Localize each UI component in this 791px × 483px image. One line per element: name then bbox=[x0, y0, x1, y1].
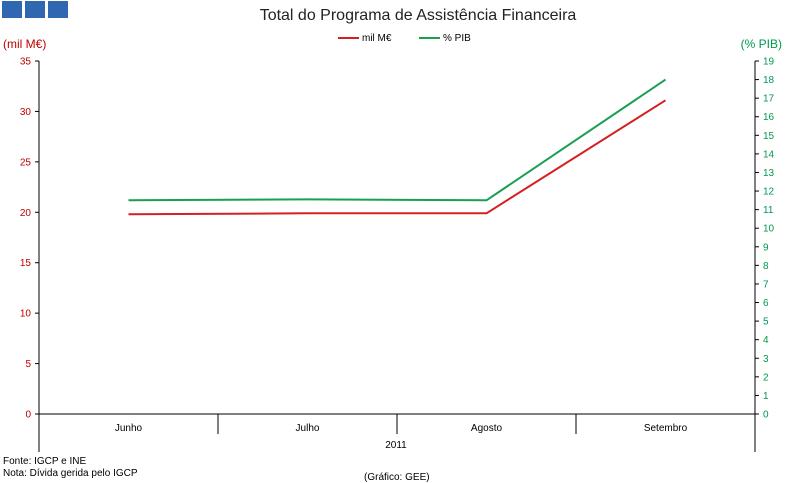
right-tick-label: 5 bbox=[763, 317, 769, 328]
left-axis-label: (mil M€) bbox=[3, 37, 46, 51]
x-tick-label: Agosto bbox=[471, 423, 503, 434]
right-tick-label: 12 bbox=[763, 187, 775, 198]
logo-block bbox=[25, 1, 45, 18]
x-tick-label: Julho bbox=[296, 423, 320, 434]
chart-title: Total do Programa de Assistência Finance… bbox=[260, 7, 577, 24]
legend-label: mil M€ bbox=[362, 33, 392, 44]
left-tick-label: 35 bbox=[20, 57, 32, 68]
right-tick-label: 10 bbox=[763, 224, 775, 235]
right-tick-label: 17 bbox=[763, 94, 775, 105]
logo-block bbox=[48, 1, 68, 18]
chart-credit: (Gráfico: GEE) bbox=[364, 472, 430, 483]
left-tick-label: 15 bbox=[20, 258, 32, 269]
left-tick-label: 10 bbox=[20, 309, 32, 320]
footnote: Nota: Dívida gerida pelo IGCP bbox=[3, 468, 138, 479]
logo-block bbox=[2, 1, 22, 18]
series-line bbox=[128, 78, 667, 202]
left-tick-label: 20 bbox=[20, 208, 32, 219]
right-tick-label: 16 bbox=[763, 112, 775, 123]
right-tick-label: 15 bbox=[763, 131, 775, 142]
x-tick-label: Junho bbox=[115, 423, 143, 434]
series-lines bbox=[128, 78, 667, 216]
left-tick-label: 0 bbox=[25, 410, 31, 421]
right-tick-label: 14 bbox=[763, 149, 775, 160]
right-tick-label: 4 bbox=[763, 335, 769, 346]
right-tick-label: 0 bbox=[763, 410, 769, 421]
right-tick-label: 1 bbox=[763, 391, 769, 402]
x-tick-label: Setembro bbox=[644, 423, 688, 434]
series-line bbox=[128, 99, 667, 216]
right-axis-label: (% PIB) bbox=[741, 37, 782, 51]
right-tick-label: 7 bbox=[763, 279, 769, 290]
right-tick-label: 3 bbox=[763, 354, 769, 365]
right-tick-label: 2 bbox=[763, 372, 769, 383]
legend: mil M€ % PIB bbox=[338, 33, 471, 44]
right-tick-label: 18 bbox=[763, 75, 775, 86]
left-tick-label: 30 bbox=[20, 107, 32, 118]
left-tick-label: 25 bbox=[20, 157, 32, 168]
source-note: Fonte: IGCP e INE bbox=[3, 456, 87, 467]
right-tick-label: 6 bbox=[763, 298, 769, 309]
x-group-label: 2011 bbox=[385, 440, 407, 451]
right-tick-label: 19 bbox=[763, 57, 775, 68]
legend-label: % PIB bbox=[443, 33, 471, 44]
left-tick-label: 5 bbox=[25, 359, 31, 370]
right-tick-label: 13 bbox=[763, 168, 775, 179]
right-tick-label: 11 bbox=[763, 205, 774, 216]
right-tick-label: 8 bbox=[763, 261, 769, 272]
right-tick-label: 9 bbox=[763, 242, 769, 253]
brand-logo bbox=[2, 1, 68, 18]
axes: 0510152025303501234567891011121314151617… bbox=[20, 57, 775, 452]
